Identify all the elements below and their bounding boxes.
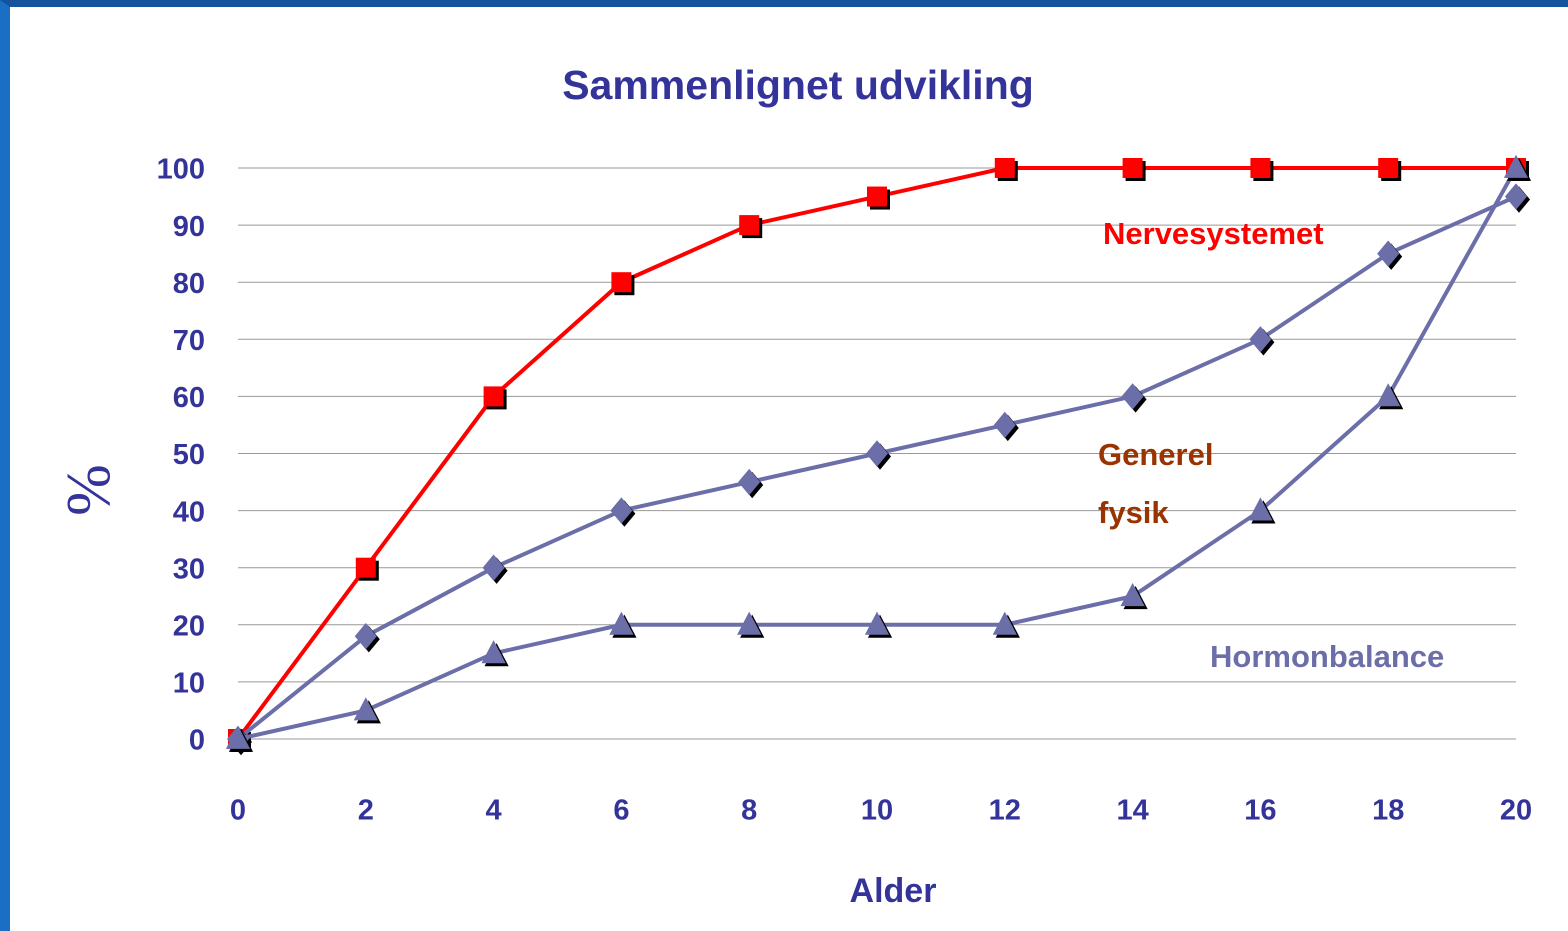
- marker: [1122, 158, 1143, 178]
- marker: [481, 640, 506, 664]
- marker: [611, 272, 632, 293]
- marker: [867, 186, 887, 207]
- marker: [353, 697, 378, 721]
- x-tick-label: 4: [486, 795, 502, 827]
- y-tick-label: 60: [173, 382, 205, 414]
- x-tick-label: 20: [1500, 795, 1532, 827]
- x-axis-label: Alder: [850, 872, 937, 910]
- x-tick-label: 18: [1372, 795, 1404, 827]
- marker: [864, 611, 890, 635]
- marker: [609, 611, 634, 635]
- series-label: Generel fysik: [1098, 437, 1214, 530]
- marker: [1378, 158, 1399, 178]
- marker: [1376, 383, 1401, 407]
- marker: [354, 623, 377, 650]
- x-tick-label: 10: [861, 795, 893, 827]
- x-tick-label: 16: [1244, 795, 1276, 827]
- series-label: Hormonbalance: [1210, 639, 1445, 674]
- y-tick-label: 30: [173, 553, 205, 585]
- marker: [1249, 326, 1272, 353]
- marker: [994, 158, 1015, 178]
- marker: [1248, 497, 1273, 521]
- y-tick-label: 40: [173, 496, 205, 528]
- x-tick-label: 2: [358, 795, 374, 827]
- marker: [993, 411, 1016, 439]
- y-tick-label: 100: [157, 154, 205, 186]
- y-tick-label: 20: [173, 610, 205, 642]
- marker: [738, 468, 761, 496]
- marker: [482, 554, 505, 581]
- series-label: Nervesystemet: [1103, 216, 1324, 251]
- marker: [225, 725, 251, 749]
- marker: [866, 440, 888, 467]
- marker: [483, 386, 504, 407]
- marker: [1121, 383, 1144, 410]
- marker: [1503, 154, 1529, 178]
- marker: [737, 611, 762, 635]
- x-tick-label: 0: [230, 795, 246, 827]
- y-tick-label: 50: [173, 439, 205, 471]
- x-tick-label: 12: [989, 795, 1021, 827]
- marker: [610, 497, 633, 524]
- y-tick-label: 90: [173, 211, 205, 243]
- y-axis-label: %: [55, 464, 123, 516]
- y-tick-label: 10: [173, 668, 205, 700]
- y-tick-label: 0: [189, 725, 205, 757]
- marker: [1377, 240, 1400, 267]
- marker: [355, 557, 376, 578]
- x-tick-label: 6: [613, 795, 629, 827]
- x-tick-label: 14: [1116, 795, 1148, 827]
- y-tick-label: 80: [173, 268, 205, 300]
- marker: [1250, 158, 1271, 178]
- y-tick-label: 70: [173, 325, 205, 357]
- marker: [1505, 183, 1527, 210]
- marker: [1120, 583, 1145, 607]
- chart-title: Sammenlignet udvikling: [562, 62, 1034, 108]
- marker: [739, 215, 760, 236]
- marker: [992, 611, 1017, 635]
- x-tick-label: 8: [741, 795, 757, 827]
